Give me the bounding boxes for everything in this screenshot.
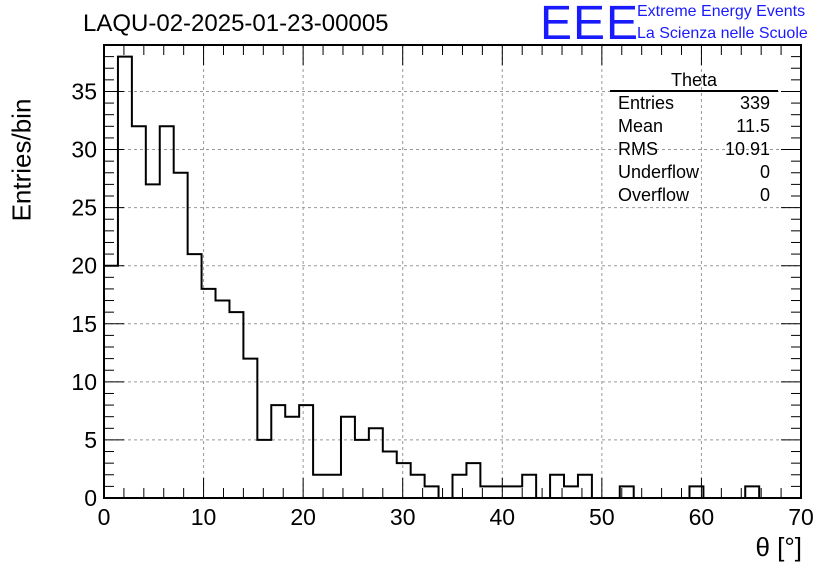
stats-value: 11.5 bbox=[736, 116, 770, 136]
grid-lines bbox=[104, 45, 801, 498]
x-tick-label: 40 bbox=[489, 504, 515, 530]
histogram-bin bbox=[243, 359, 257, 498]
y-tick-label: 10 bbox=[71, 369, 97, 395]
x-axis-label: θ [°] bbox=[755, 532, 802, 562]
histogram-bin bbox=[174, 173, 188, 498]
histogram-bin bbox=[118, 57, 132, 498]
stats-label: Mean bbox=[618, 116, 664, 136]
logo-line1: Extreme Energy Events bbox=[637, 3, 806, 20]
histogram-bin bbox=[285, 417, 299, 498]
histogram-bin bbox=[327, 475, 341, 498]
histogram-bin bbox=[188, 254, 202, 498]
stats-value: 339 bbox=[739, 93, 770, 113]
histogram-bin bbox=[229, 312, 243, 498]
x-tick-labels: 0 10 20 30 40 50 60 70 bbox=[98, 504, 814, 530]
stats-label: RMS bbox=[618, 139, 658, 159]
x-tick-label: 20 bbox=[290, 504, 316, 530]
histogram-bin bbox=[216, 301, 230, 498]
histogram-bin bbox=[564, 486, 578, 498]
y-tick-label: 0 bbox=[84, 485, 97, 511]
axis-ticks bbox=[103, 44, 802, 499]
histogram-bin bbox=[578, 475, 592, 498]
x-tick-label: 0 bbox=[98, 504, 111, 530]
histogram-bin bbox=[257, 440, 271, 498]
histogram-bin bbox=[494, 486, 508, 498]
y-tick-label: 25 bbox=[71, 195, 97, 221]
stats-box: Theta Entries 339 Mean 11.5 RMS 10.91 Un… bbox=[610, 70, 778, 207]
stats-label: Overflow bbox=[618, 185, 690, 205]
plot-frame bbox=[103, 44, 802, 499]
histogram-bin bbox=[160, 126, 174, 498]
y-tick-label: 20 bbox=[71, 253, 97, 279]
x-tick-label: 60 bbox=[689, 504, 715, 530]
histogram-bin bbox=[397, 463, 411, 498]
histogram-bin bbox=[355, 440, 369, 498]
logo-line2: La Scienza nelle Scuole bbox=[637, 25, 808, 42]
stats-label: Underflow bbox=[618, 162, 700, 182]
stats-row-entries: Entries 339 bbox=[610, 92, 778, 115]
stats-value: 0 bbox=[759, 162, 770, 182]
y-tick-label: 30 bbox=[71, 137, 97, 163]
x-tick-label: 50 bbox=[589, 504, 615, 530]
stats-row-rms: RMS 10.91 bbox=[610, 138, 778, 161]
histogram-bin bbox=[425, 486, 439, 498]
y-tick-labels: 0 5 10 15 20 25 30 35 bbox=[71, 78, 97, 511]
stats-value: 0 bbox=[759, 185, 770, 205]
stats-row-underflow: Underflow 0 bbox=[610, 161, 778, 184]
stats-row-mean: Mean 11.5 bbox=[610, 115, 778, 138]
y-tick-label: 35 bbox=[71, 78, 97, 104]
histogram-bin bbox=[745, 486, 759, 498]
stats-title: Theta bbox=[610, 70, 778, 92]
histogram-bin bbox=[508, 486, 522, 498]
x-tick-label: 70 bbox=[788, 504, 814, 530]
histogram-bin bbox=[299, 405, 313, 498]
histogram-bin bbox=[369, 428, 383, 498]
histogram-bin bbox=[313, 475, 327, 498]
chart-title: LAQU-02-2025-01-23-00005 bbox=[83, 10, 389, 37]
y-tick-label: 5 bbox=[84, 427, 97, 453]
histogram-bin bbox=[132, 126, 146, 498]
histogram-bin bbox=[271, 405, 285, 498]
histogram-bin bbox=[383, 452, 397, 498]
histogram-bin bbox=[146, 184, 160, 498]
histogram-bin bbox=[453, 475, 467, 498]
eee-logo: EEE bbox=[540, 0, 640, 50]
histogram-bin bbox=[341, 417, 355, 498]
stats-value: 10.91 bbox=[724, 139, 770, 159]
y-tick-label: 15 bbox=[71, 311, 97, 337]
histogram-bin bbox=[522, 475, 536, 498]
stats-label: Entries bbox=[618, 93, 675, 113]
x-tick-label: 30 bbox=[390, 504, 416, 530]
x-tick-label: 10 bbox=[191, 504, 217, 530]
histogram-bin bbox=[466, 463, 480, 498]
stats-row-overflow: Overflow 0 bbox=[610, 184, 778, 207]
